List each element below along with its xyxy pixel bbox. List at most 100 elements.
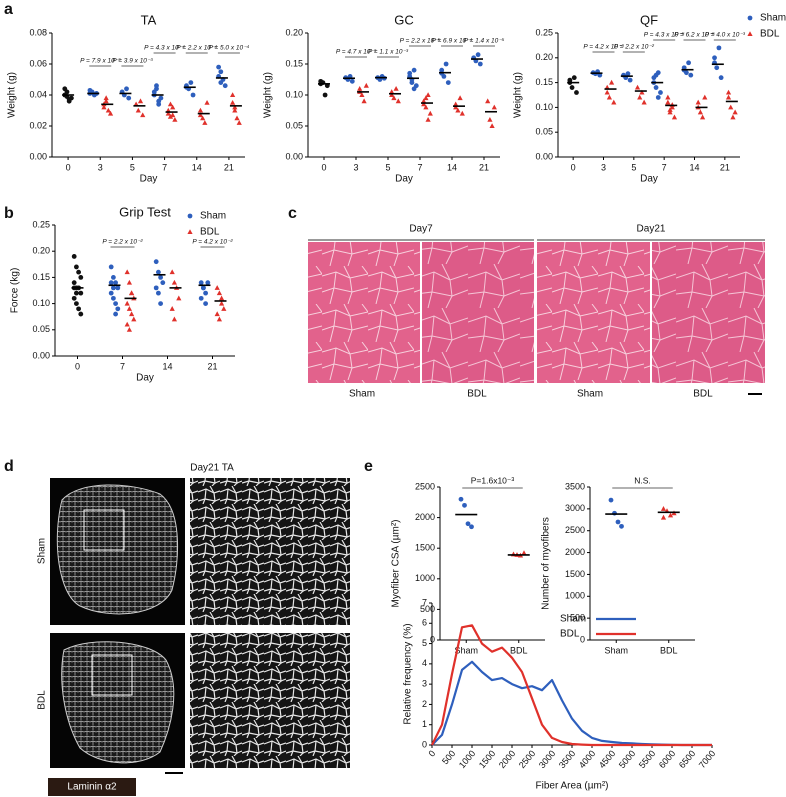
panel-letter: e xyxy=(364,458,373,475)
x-tick-label: 6000 xyxy=(657,748,678,770)
data-point xyxy=(151,89,157,95)
data-point xyxy=(475,52,481,58)
data-point xyxy=(103,95,109,101)
data-point xyxy=(232,104,238,110)
x-tick-label: 5000 xyxy=(617,748,638,770)
p-value: P = 4.2 x 10⁻² xyxy=(192,239,233,246)
x-tick-label: 3 xyxy=(98,162,103,172)
data-point xyxy=(725,89,732,95)
y-tick-label: 0.08 xyxy=(29,27,47,37)
data-point xyxy=(658,90,663,95)
data-point xyxy=(521,550,527,556)
data-point xyxy=(665,99,671,105)
data-point xyxy=(167,101,174,107)
data-point xyxy=(171,316,177,322)
p-value: P = 7.9 x 10⁻³ xyxy=(80,58,121,65)
histology-image xyxy=(537,242,650,383)
x-tick-label: 0 xyxy=(426,748,437,758)
legend-label: BDL xyxy=(560,629,580,640)
data-point xyxy=(170,104,176,110)
data-point xyxy=(667,512,674,518)
data-point xyxy=(230,99,236,105)
tissue-section xyxy=(61,641,175,764)
data-point xyxy=(627,77,633,83)
data-point xyxy=(660,506,667,511)
data-point xyxy=(169,269,175,275)
data-point xyxy=(389,89,395,94)
y-tick-label: 0.06 xyxy=(29,58,47,68)
data-point xyxy=(108,264,114,270)
data-point xyxy=(421,101,427,107)
y-axis-label: Relative frequency (%) xyxy=(403,623,414,724)
data-point xyxy=(111,285,116,291)
y-tick-label: 500 xyxy=(570,613,585,623)
column-label: Day7 xyxy=(409,224,433,235)
data-point xyxy=(198,280,204,286)
data-point xyxy=(425,92,431,97)
x-tick-label: 0 xyxy=(66,162,71,172)
x-tick-label: 21 xyxy=(224,162,234,172)
p-value: P = 4.2 x 10⁻³ xyxy=(583,44,624,51)
data-point xyxy=(686,60,691,66)
data-point xyxy=(158,275,164,280)
legend-marker xyxy=(187,229,193,234)
data-point xyxy=(126,327,132,332)
data-point xyxy=(612,510,617,516)
p-value: P = 4.3 x 10⁻⁵ xyxy=(644,32,685,39)
data-point xyxy=(718,75,724,81)
x-tick-label: 5 xyxy=(385,162,390,172)
p-value: P = 2.2 x 10⁻² xyxy=(614,44,655,51)
x-tick-label: 14 xyxy=(689,162,699,172)
data-point xyxy=(728,104,734,110)
data-point xyxy=(71,280,77,286)
data-point xyxy=(665,94,671,100)
data-point xyxy=(318,78,324,84)
data-point xyxy=(688,72,694,78)
data-point xyxy=(485,98,491,104)
data-point xyxy=(407,70,413,76)
data-line xyxy=(431,624,712,747)
tissue-section xyxy=(56,484,178,615)
data-point xyxy=(411,67,417,73)
chart-title: Grip Test xyxy=(119,204,171,219)
data-point xyxy=(469,524,474,530)
data-point xyxy=(459,110,465,116)
y-tick-label: 2500 xyxy=(565,525,585,535)
panel-letter: c xyxy=(288,205,297,222)
y-tick-label: 3 xyxy=(422,679,427,689)
data-point xyxy=(671,114,678,120)
x-axis-label: Day xyxy=(395,174,413,185)
stain-label: Laminin α2 xyxy=(67,782,117,793)
data-point xyxy=(101,104,107,110)
data-point xyxy=(637,94,643,100)
y-tick-label: 0.10 xyxy=(285,89,303,99)
data-point xyxy=(669,104,675,110)
y-axis-label: Myofiber CSA (µm²) xyxy=(391,520,402,608)
image-label: Sham xyxy=(349,389,375,400)
x-tick-label: 7 xyxy=(662,162,667,172)
data-point xyxy=(198,295,204,301)
data-point xyxy=(205,280,211,286)
x-tick-label: 4000 xyxy=(577,748,598,770)
data-point xyxy=(76,269,81,275)
data-point xyxy=(660,514,667,520)
data-point xyxy=(641,99,647,105)
data-point xyxy=(214,285,220,290)
y-tick-label: 7 xyxy=(422,597,427,607)
data-point xyxy=(172,117,178,122)
y-tick-label: 1 xyxy=(422,719,427,729)
data-point xyxy=(188,80,194,85)
data-point xyxy=(202,120,208,125)
x-tick-label: 7 xyxy=(120,361,125,371)
p-value: P = 6.9 x 10⁻⁴ xyxy=(432,38,473,45)
data-point xyxy=(219,300,225,306)
data-point xyxy=(78,290,84,296)
data-point xyxy=(170,112,176,118)
y-tick-label: 0.04 xyxy=(29,89,47,99)
data-point xyxy=(115,285,121,291)
x-tick-label: 5 xyxy=(631,162,636,172)
y-tick-label: 3500 xyxy=(565,481,585,491)
data-point xyxy=(487,117,493,122)
data-point xyxy=(359,92,365,97)
p-value: P = 2.2 x 10⁻⁴ xyxy=(176,45,217,52)
